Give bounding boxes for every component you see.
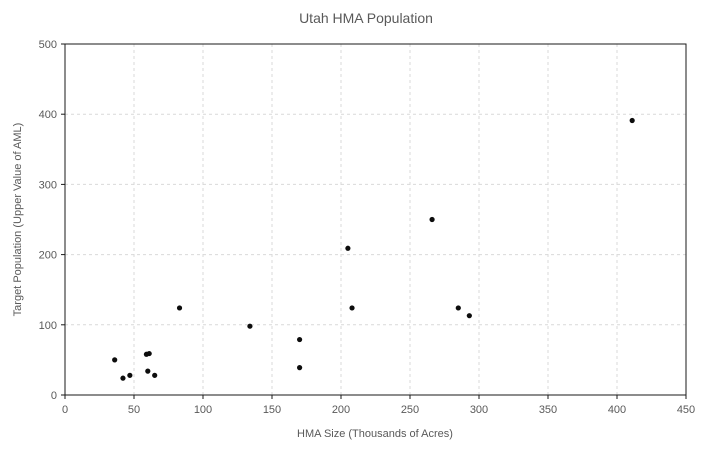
x-axis-tick-labels: 0 50 100 150 200 250 300 350 400 450 xyxy=(62,404,695,416)
data-point xyxy=(349,305,355,311)
data-point xyxy=(145,368,151,374)
data-point xyxy=(146,350,152,357)
y-axis-title: Target Population (Upper Value of AML) xyxy=(12,123,24,317)
data-point xyxy=(247,323,253,329)
data-point xyxy=(112,357,118,363)
x-tick-label: 300 xyxy=(470,404,488,416)
axis-ticks xyxy=(61,43,687,399)
chart-title: Utah HMA Population xyxy=(299,10,433,26)
x-tick-label: 0 xyxy=(62,404,68,416)
data-point xyxy=(466,313,472,319)
y-tick-label: 400 xyxy=(39,109,57,121)
data-point xyxy=(345,245,351,251)
y-axis-tick-labels: 0 100 200 300 400 500 xyxy=(39,39,57,402)
data-point xyxy=(127,372,133,378)
x-axis-title: HMA Size (Thousands of Acres) xyxy=(297,428,453,440)
x-tick-label: 400 xyxy=(608,404,626,416)
data-point xyxy=(297,336,303,343)
x-tick-label: 350 xyxy=(539,404,557,416)
y-tick-label: 300 xyxy=(39,179,57,191)
data-point xyxy=(429,216,435,223)
data-point xyxy=(120,375,126,381)
data-points-series xyxy=(112,117,635,381)
x-tick-label: 250 xyxy=(401,404,419,416)
data-point xyxy=(455,305,461,311)
data-point xyxy=(152,372,158,378)
x-tick-label: 450 xyxy=(677,404,695,416)
x-tick-label: 100 xyxy=(194,404,212,416)
x-tick-label: 50 xyxy=(128,404,140,416)
data-point xyxy=(176,305,183,311)
y-tick-label: 100 xyxy=(39,320,57,332)
y-tick-label: 500 xyxy=(39,39,57,51)
y-tick-label: 200 xyxy=(39,250,57,262)
data-point xyxy=(629,117,635,124)
y-tick-label: 0 xyxy=(51,390,57,402)
gridlines xyxy=(65,44,686,395)
x-tick-label: 200 xyxy=(332,404,350,416)
x-tick-label: 150 xyxy=(263,404,281,416)
data-point xyxy=(297,365,303,371)
plot-border xyxy=(64,43,687,396)
